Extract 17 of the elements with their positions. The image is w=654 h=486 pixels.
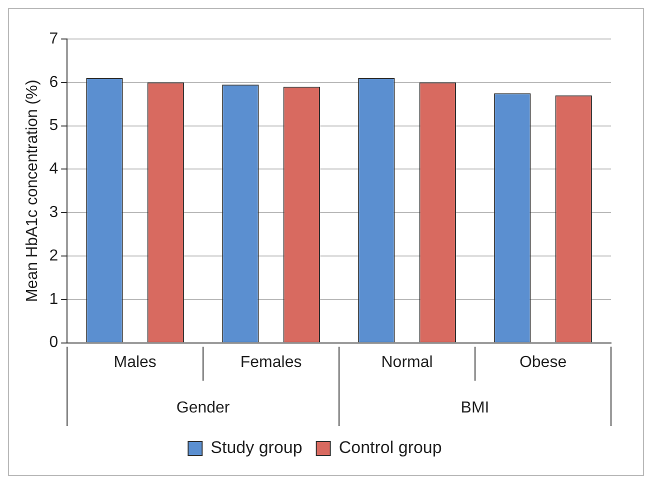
- legend-label: Control group: [338, 438, 442, 458]
- y-tick-label: 7: [49, 30, 58, 48]
- x-tick-label: Normal: [381, 354, 433, 371]
- x-tick-label: Females: [240, 354, 302, 371]
- y-tick-label: 2: [49, 247, 58, 264]
- y-tick-label: 1: [49, 290, 58, 308]
- text: BMI: [460, 399, 490, 416]
- x-tick-label: Obese: [519, 354, 567, 371]
- y-axis-title: Mean HbA1c concentration (%): [24, 80, 42, 302]
- y-tick-label: 3: [49, 204, 58, 222]
- y-tick-label: 5: [49, 117, 58, 134]
- y-tick-label: 0: [49, 334, 58, 352]
- x-tick-label: Males: [114, 354, 156, 371]
- text: Gender: [176, 399, 230, 416]
- legend-label: Study group: [210, 438, 302, 458]
- y-tick-label: 4: [49, 160, 58, 178]
- y-tick-label: 6: [49, 74, 58, 91]
